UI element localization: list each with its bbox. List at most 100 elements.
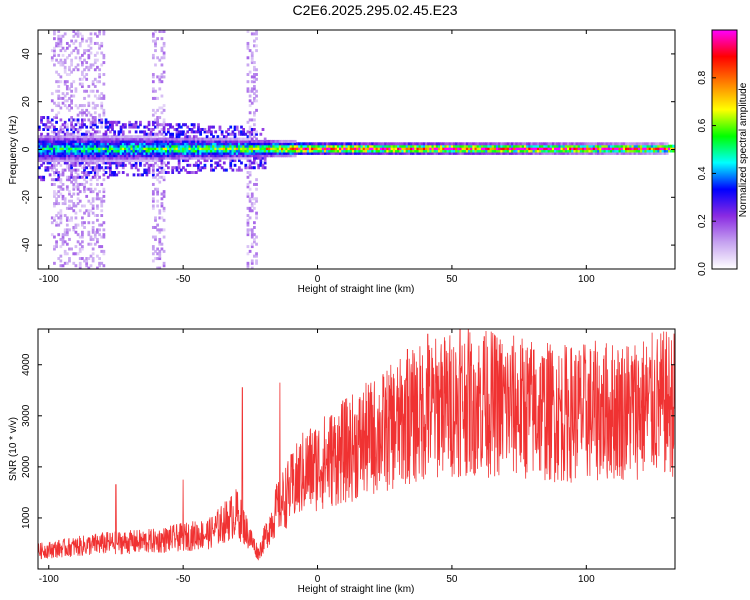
heatmap-cell	[57, 132, 61, 136]
heatmap-cell	[334, 142, 338, 146]
heatmap-cell	[609, 142, 613, 146]
heatmap-cell	[244, 144, 248, 148]
heatmap-cell	[240, 142, 243, 146]
heatmap-cell	[61, 151, 65, 155]
heatmap-cell	[91, 89, 95, 93]
heatmap-cell	[53, 204, 56, 208]
heatmap-cell	[48, 159, 52, 163]
heatmap-cell	[192, 163, 196, 167]
heatmap-cell	[102, 94, 106, 98]
heatmap-cell	[154, 218, 157, 222]
heatmap-cell	[156, 199, 160, 203]
heatmap-cell	[642, 144, 645, 148]
heatmap-cell	[235, 149, 239, 153]
heatmap-cell	[98, 113, 101, 117]
heatmap-cell	[136, 149, 140, 153]
heatmap-cell	[59, 245, 63, 249]
heatmap-cell	[167, 123, 170, 127]
heatmap-cell	[65, 206, 69, 210]
heatmap-cell	[263, 151, 267, 155]
heatmap-cell	[111, 135, 114, 139]
heatmap-cell	[72, 159, 76, 163]
heatmap-cell	[530, 142, 534, 146]
heatmap-cell	[420, 144, 424, 148]
heatmap-cell	[59, 80, 63, 84]
heatmap-cell	[93, 168, 97, 172]
heatmap-cell	[151, 204, 155, 208]
heatmap-cell	[403, 144, 407, 148]
heatmap-cell	[78, 56, 82, 60]
heatmap-cell	[108, 137, 112, 141]
heatmap-cell	[246, 221, 250, 225]
heatmap-cell	[145, 144, 149, 148]
heatmap-cell	[188, 144, 192, 148]
heatmap-cell	[216, 135, 220, 139]
heatmap-cell	[502, 144, 506, 148]
heatmap-cell	[89, 142, 93, 146]
heatmap-cell	[72, 144, 76, 148]
heatmap-cell	[100, 209, 104, 213]
heatmap-cell	[528, 142, 531, 146]
heatmap-cell	[250, 161, 254, 165]
heatmap-cell	[158, 130, 162, 134]
heatmap-cell	[631, 151, 635, 155]
heatmap-cell	[46, 135, 50, 139]
colorbar-gradient	[712, 30, 737, 269]
heatmap-cell	[162, 142, 166, 146]
heatmap-cell	[459, 151, 463, 155]
heatmap-cell	[119, 135, 123, 139]
heatmap-cell	[274, 142, 278, 146]
heatmap-cell	[452, 147, 456, 151]
heatmap-cell	[220, 130, 224, 134]
heatmap-cell	[253, 182, 256, 186]
heatmap-cell	[240, 154, 243, 158]
heatmap-cell	[485, 147, 488, 151]
heatmap-cell	[229, 139, 233, 143]
heatmap-cell	[106, 147, 110, 151]
heatmap-cell	[100, 161, 104, 165]
heatmap-cell	[117, 149, 121, 153]
heatmap-cell	[285, 144, 289, 148]
heatmap-cell	[115, 144, 119, 148]
heatmap-cell	[160, 46, 164, 50]
heatmap-cell	[50, 135, 54, 139]
heatmap-cell	[115, 161, 119, 165]
heatmap-cell	[40, 116, 43, 120]
heatmap-cell	[93, 197, 97, 201]
heatmap-cell	[246, 41, 250, 45]
heatmap-cell	[231, 142, 235, 146]
heatmap-cell	[81, 247, 84, 251]
heatmap-cell	[212, 156, 215, 160]
heatmap-cell	[358, 151, 362, 155]
heatmap-cell	[502, 147, 506, 151]
heatmap-cell	[162, 264, 166, 268]
heatmap-cell	[78, 159, 82, 163]
heatmap-cell	[89, 139, 93, 143]
heatmap-cell	[397, 149, 400, 153]
heatmap-cell	[629, 149, 633, 153]
heatmap-cell	[287, 139, 291, 143]
heatmap-cell	[614, 151, 618, 155]
heatmap-cell	[425, 151, 428, 155]
heatmap-cell	[225, 168, 228, 172]
heatmap-cell	[265, 149, 269, 153]
heatmap-cell	[53, 149, 56, 153]
heatmap-cell	[418, 144, 422, 148]
heatmap-cell	[233, 151, 237, 155]
heatmap-cell	[575, 142, 579, 146]
heatmap-cell	[375, 144, 379, 148]
heatmap-cell	[100, 147, 104, 151]
heatmap-cell	[59, 34, 63, 38]
heatmap-cell	[111, 156, 114, 160]
heatmap-cell	[455, 149, 458, 153]
heatmap-cell	[76, 156, 80, 160]
heatmap-cell	[323, 147, 327, 151]
heatmap-cell	[311, 151, 314, 155]
heatmap-cell	[311, 147, 314, 151]
heatmap-cell	[63, 214, 67, 218]
heatmap-cell	[276, 144, 280, 148]
heatmap-cell	[156, 192, 160, 196]
heatmap-cell	[188, 142, 192, 146]
heatmap-cell	[100, 135, 104, 139]
heatmap-cell	[151, 147, 155, 151]
